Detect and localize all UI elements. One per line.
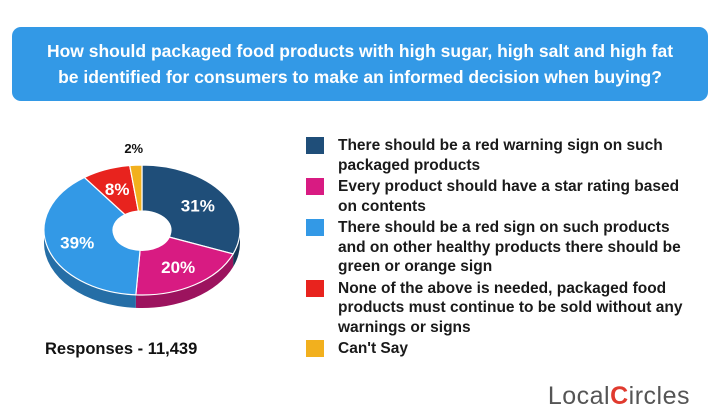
logo-suffix: ircles bbox=[628, 382, 690, 410]
slice-label-1: 20% bbox=[161, 258, 195, 277]
logo-prefix: Local bbox=[547, 382, 611, 410]
legend-swatch-0 bbox=[306, 137, 324, 154]
question-banner: How should packaged food products with h… bbox=[12, 27, 708, 101]
legend-item-0: There should be a red warning sign on su… bbox=[306, 136, 706, 175]
slice-label-0: 31% bbox=[181, 196, 215, 215]
legend-swatch-4 bbox=[306, 340, 324, 357]
slice-label-3: 8% bbox=[105, 180, 130, 199]
pie-chart: 31% 20% 39% 8% 2% bbox=[43, 141, 241, 308]
legend-label-1: Every product should have a star rating … bbox=[338, 178, 680, 215]
legend-label-0: There should be a red warning sign on su… bbox=[338, 137, 663, 174]
legend-label-4: Can't Say bbox=[338, 340, 409, 357]
localcircles-logo: LocalCircles bbox=[548, 382, 690, 411]
chart-title: How should packaged food products with h… bbox=[46, 41, 674, 87]
legend-item-3: None of the above is needed, packaged fo… bbox=[306, 279, 706, 338]
legend-label-2: There should be a red sign on such produ… bbox=[338, 219, 681, 275]
pie-slice-0 bbox=[141, 164, 241, 255]
legend-item-1: Every product should have a star rating … bbox=[306, 177, 706, 216]
legend-item-2: There should be a red sign on such produ… bbox=[306, 218, 706, 277]
legend-swatch-3 bbox=[306, 279, 324, 297]
logo-c: C bbox=[610, 382, 629, 410]
pie-slice-4 bbox=[129, 164, 143, 212]
legend-label-3: None of the above is needed, packaged fo… bbox=[338, 279, 683, 336]
slice-label-4: 2% bbox=[124, 141, 143, 156]
legend-item-4: Can't Say bbox=[306, 339, 706, 359]
slice-label-2: 39% bbox=[60, 233, 94, 252]
legend-swatch-1 bbox=[306, 178, 324, 195]
pie-side-2 bbox=[44, 230, 136, 308]
legend: There should be a red warning sign on su… bbox=[306, 136, 706, 361]
responses-count: Responses - 11,439 bbox=[45, 340, 198, 358]
legend-swatch-2 bbox=[306, 219, 324, 236]
donut-hole bbox=[113, 213, 171, 251]
